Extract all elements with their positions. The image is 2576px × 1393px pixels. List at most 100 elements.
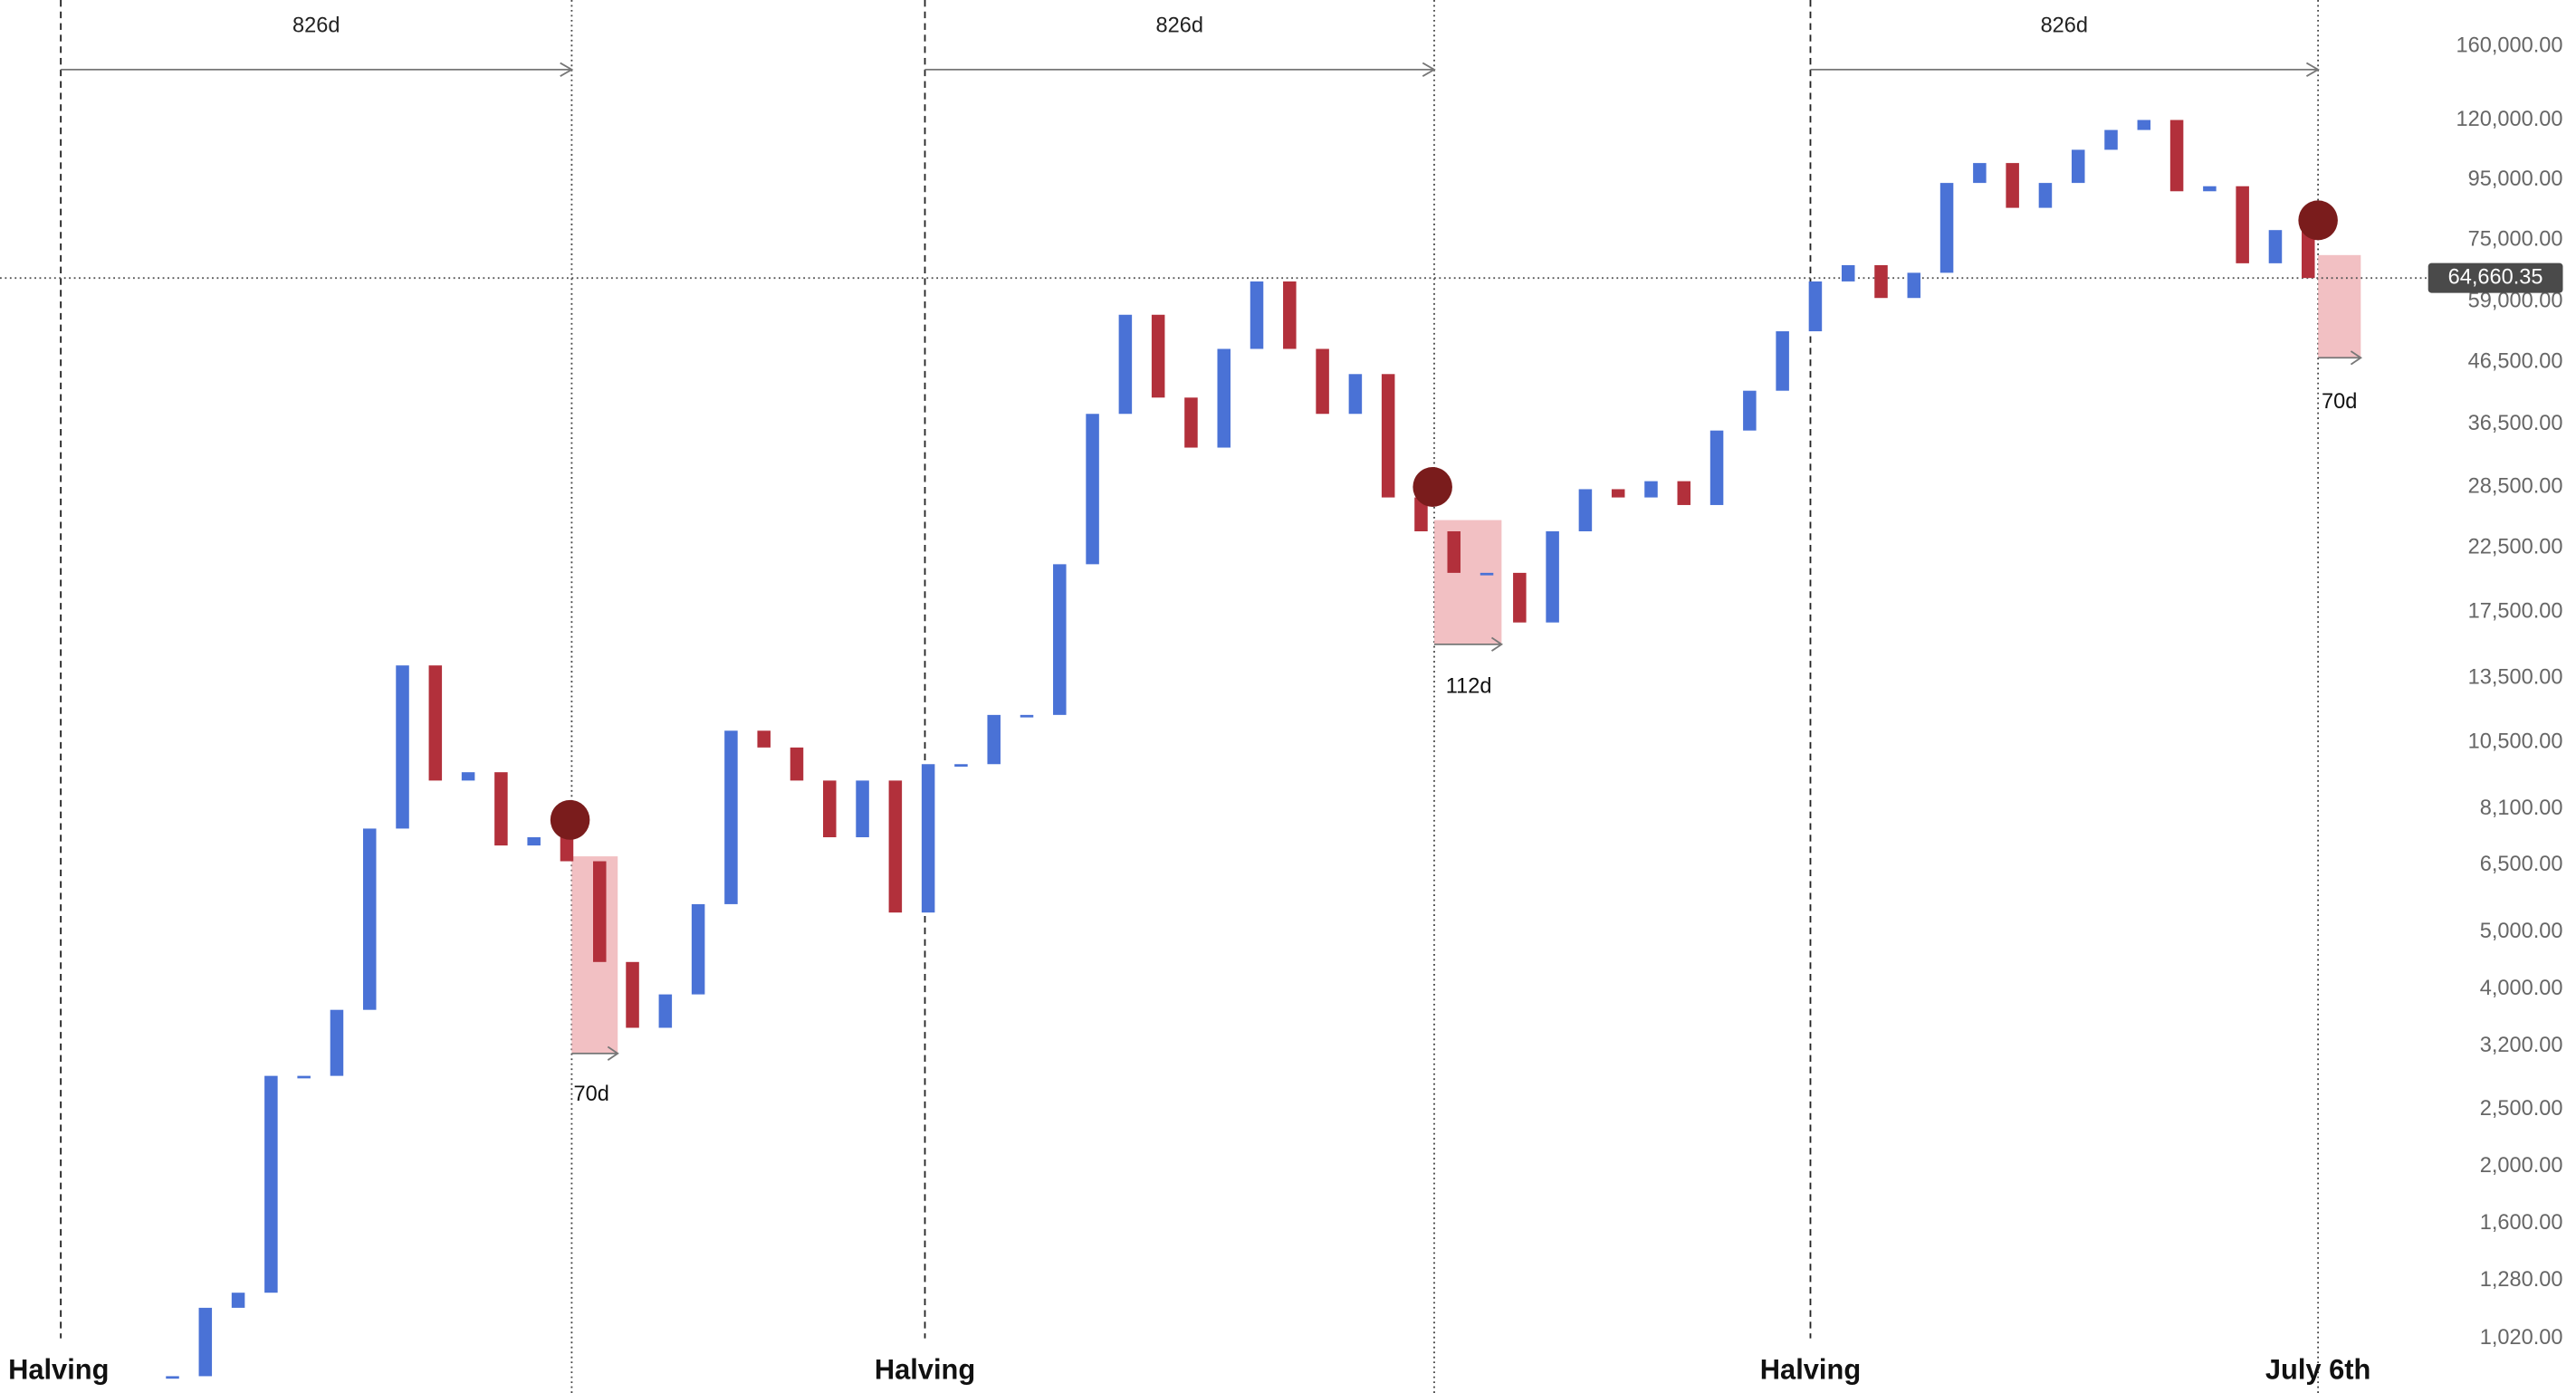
candle [1348, 374, 1363, 415]
candle [757, 730, 771, 748]
candle [461, 772, 475, 781]
candle [527, 836, 541, 846]
cycle-label: 826d [292, 14, 340, 37]
candle [2104, 129, 2118, 150]
candle [2236, 186, 2249, 263]
drawdown-label: 70d [2322, 390, 2357, 414]
event-label: Halving [1760, 1353, 1861, 1385]
candle [1414, 497, 1428, 531]
y-tick-label: 8,100.00 [2480, 797, 2563, 820]
drawdown-box [2318, 254, 2361, 358]
y-tick-label: 4,000.00 [2480, 977, 2563, 1000]
candle [1151, 314, 1165, 398]
candle [856, 780, 869, 837]
event-label: Halving [8, 1353, 109, 1385]
candle [1644, 481, 1658, 498]
candles [166, 119, 2315, 1379]
candle [626, 961, 639, 1028]
cycle-marker [550, 799, 590, 840]
candle [1907, 272, 1921, 299]
candle [166, 1376, 179, 1379]
candle [2268, 230, 2283, 263]
candle [954, 764, 968, 767]
candle [1250, 281, 1264, 349]
candle [1316, 348, 1329, 415]
candle [1709, 430, 1724, 505]
y-tick-label: 3,200.00 [2480, 1034, 2563, 1057]
candle [1776, 330, 1789, 391]
candle [1939, 183, 1954, 273]
y-tick-label: 22,500.00 [2468, 535, 2563, 558]
overlay: 160,000.00120,000.0095,000.0075,000.0059… [8, 34, 2563, 1385]
y-tick-label: 10,500.00 [2468, 730, 2563, 754]
y-tick-label: 1,020.00 [2480, 1326, 2563, 1350]
candle [1447, 530, 1461, 573]
arrow-head [1422, 62, 1436, 77]
candle [330, 1009, 344, 1076]
y-tick-label: 2,000.00 [2480, 1154, 2563, 1178]
last-price-label: 64,660.35 [2448, 265, 2543, 289]
candle [1513, 572, 1527, 623]
y-tick-label: 75,000.00 [2468, 227, 2563, 251]
candle [2038, 183, 2053, 208]
arrow-head [607, 1045, 619, 1061]
y-tick-label: 1,280.00 [2480, 1268, 2563, 1292]
candle [1546, 530, 1559, 623]
candle [1053, 564, 1067, 715]
candle [428, 665, 443, 781]
candle [1578, 489, 1593, 531]
drawdown-label: 112d [1446, 675, 1492, 699]
candle [1381, 374, 1395, 498]
candle [231, 1293, 245, 1308]
candle [297, 1075, 311, 1079]
y-tick-label: 13,500.00 [2468, 666, 2563, 690]
event-label: Halving [875, 1353, 975, 1385]
y-tick-label: 120,000.00 [2456, 108, 2563, 131]
candle [790, 747, 804, 781]
y-tick-label: 36,500.00 [2468, 412, 2563, 435]
candle [1743, 390, 1757, 431]
y-tick-label: 5,000.00 [2480, 920, 2563, 943]
candle [1677, 481, 1691, 505]
last-price-tag [2428, 262, 2563, 293]
y-tick-label: 160,000.00 [2456, 34, 2563, 58]
y-tick-label: 2,500.00 [2480, 1097, 2563, 1121]
candle [1480, 572, 1494, 576]
candle [1841, 264, 1855, 281]
candle [2203, 186, 2217, 192]
candle [1118, 314, 1133, 415]
candle [1184, 397, 1198, 448]
drawdown-label: 70d [574, 1083, 609, 1106]
candle [198, 1307, 213, 1377]
candle [1086, 414, 1099, 565]
y-tick-label: 28,500.00 [2468, 475, 2563, 499]
y-tick-label: 1,600.00 [2480, 1211, 2563, 1235]
candle [1874, 264, 1888, 299]
candle [921, 764, 935, 913]
candle [2071, 149, 2085, 184]
event-label: July 6th [2265, 1353, 2371, 1385]
candle [396, 665, 409, 829]
cycle-label: 826d [1156, 14, 1203, 37]
y-tick-label: 46,500.00 [2468, 349, 2563, 373]
candle [1973, 163, 1987, 184]
cycle-marker [2298, 200, 2338, 241]
arrow-head [560, 62, 574, 77]
drawdown-box [1433, 520, 1502, 644]
candle [593, 861, 607, 962]
candle [1020, 714, 1034, 718]
cycle-marker [1412, 467, 1452, 507]
candle [1808, 281, 1823, 331]
candle [1283, 281, 1297, 349]
candle [2137, 119, 2151, 130]
candle [2169, 119, 2184, 192]
candle [560, 836, 574, 862]
candle [658, 994, 673, 1028]
arrow-head [2305, 62, 2320, 77]
arrow-head [2350, 350, 2362, 366]
y-tick-label: 17,500.00 [2468, 599, 2563, 623]
candle [1611, 489, 1625, 498]
candle [724, 730, 738, 904]
y-tick-label: 6,500.00 [2480, 853, 2563, 876]
